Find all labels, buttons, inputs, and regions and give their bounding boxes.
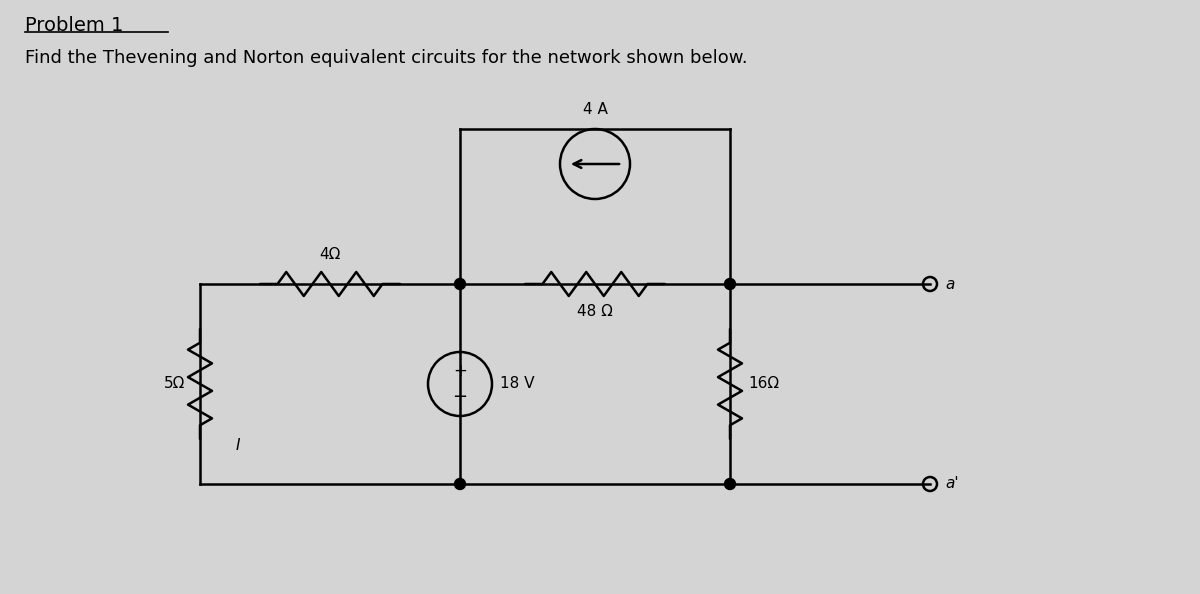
Text: 4Ω: 4Ω	[319, 247, 341, 262]
Circle shape	[725, 479, 736, 489]
Text: 5Ω: 5Ω	[163, 377, 185, 391]
Text: a': a'	[946, 476, 959, 491]
Text: Problem 1: Problem 1	[25, 16, 124, 35]
Text: 48 Ω: 48 Ω	[577, 304, 613, 319]
Text: −: −	[452, 388, 468, 406]
Text: +: +	[454, 362, 467, 380]
Text: 18 V: 18 V	[500, 377, 534, 391]
Text: 16Ω: 16Ω	[748, 377, 779, 391]
Circle shape	[455, 279, 466, 289]
Circle shape	[725, 279, 736, 289]
Text: 4 A: 4 A	[582, 102, 607, 117]
Text: Find the Thevening and Norton equivalent circuits for the network shown below.: Find the Thevening and Norton equivalent…	[25, 49, 748, 67]
Text: a: a	[946, 276, 954, 292]
Circle shape	[455, 479, 466, 489]
Text: I: I	[235, 438, 240, 453]
